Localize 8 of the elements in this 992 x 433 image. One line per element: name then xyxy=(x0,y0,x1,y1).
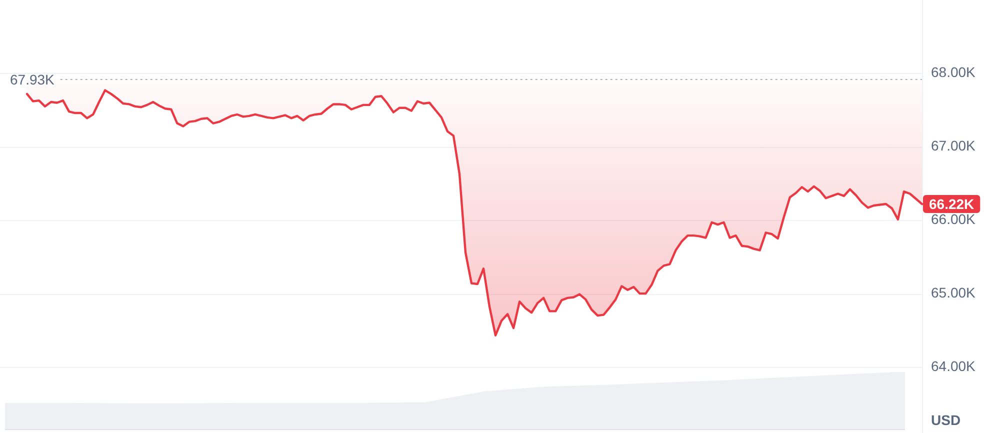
y-tick-label: 65.00K xyxy=(931,284,976,300)
y-tick-label: 68.00K xyxy=(931,64,976,80)
y-axis-title: USD xyxy=(931,412,961,428)
data-label: 66.22K xyxy=(928,196,974,212)
y-tick-label: 66.00K xyxy=(931,211,976,228)
ref-line-label: 67.93K xyxy=(10,71,56,88)
y-tick-label: 64.00K xyxy=(931,358,976,374)
y-tick-label: 67.00K xyxy=(931,138,976,154)
